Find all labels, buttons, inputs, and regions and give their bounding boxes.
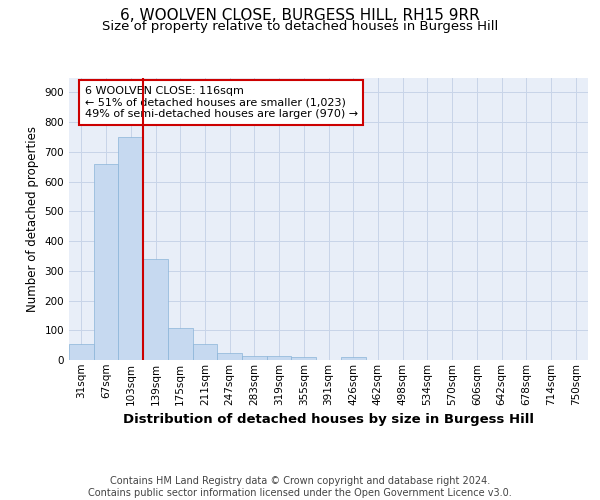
Text: Distribution of detached houses by size in Burgess Hill: Distribution of detached houses by size … — [124, 412, 534, 426]
Text: 6 WOOLVEN CLOSE: 116sqm
← 51% of detached houses are smaller (1,023)
49% of semi: 6 WOOLVEN CLOSE: 116sqm ← 51% of detache… — [85, 86, 358, 119]
Bar — [168, 328, 193, 360]
Text: Contains HM Land Registry data © Crown copyright and database right 2024.
Contai: Contains HM Land Registry data © Crown c… — [88, 476, 512, 498]
Y-axis label: Number of detached properties: Number of detached properties — [26, 126, 39, 312]
Bar — [69, 344, 94, 360]
Bar — [267, 356, 292, 360]
Bar — [118, 137, 143, 360]
Bar — [217, 352, 242, 360]
Bar — [341, 358, 365, 360]
Bar — [292, 358, 316, 360]
Text: Size of property relative to detached houses in Burgess Hill: Size of property relative to detached ho… — [102, 20, 498, 33]
Bar — [94, 164, 118, 360]
Bar — [242, 356, 267, 360]
Bar — [143, 260, 168, 360]
Bar — [193, 344, 217, 360]
Text: 6, WOOLVEN CLOSE, BURGESS HILL, RH15 9RR: 6, WOOLVEN CLOSE, BURGESS HILL, RH15 9RR — [120, 8, 480, 22]
